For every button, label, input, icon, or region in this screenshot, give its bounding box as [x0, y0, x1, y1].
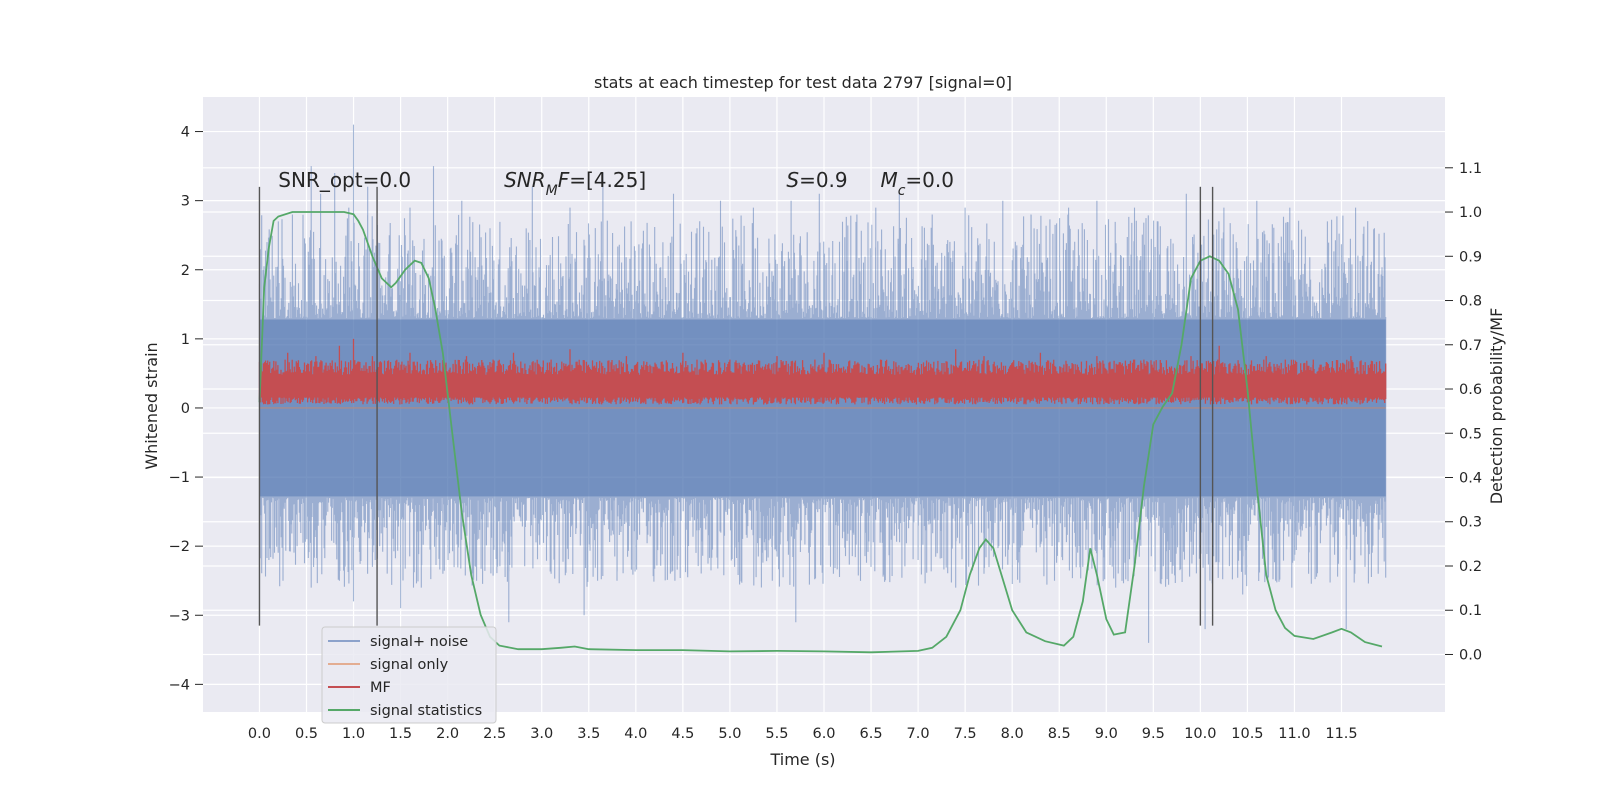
annotation: Mc=0.0 — [880, 168, 954, 199]
y-tick-label: 2 — [181, 263, 190, 279]
mf-band — [259, 376, 1386, 398]
legend-label: signal+ noise — [370, 634, 468, 650]
x-tick-label: 11.5 — [1325, 726, 1357, 742]
x-tick-label: 7.5 — [954, 726, 977, 742]
annotation: SNR_opt=0.0 — [278, 168, 411, 192]
y2-tick-label: 0.4 — [1459, 471, 1482, 487]
x-tick-label: 10.0 — [1184, 726, 1216, 742]
annotation: SNRMF=[4.25] — [504, 168, 646, 199]
y2-tick-label: 0.9 — [1459, 249, 1482, 265]
legend-label: signal statistics — [370, 703, 482, 719]
x-tick-label: 0.5 — [295, 726, 318, 742]
x-tick-label: 9.0 — [1095, 726, 1118, 742]
x-tick-label: 2.5 — [483, 726, 506, 742]
x-tick-label: 9.5 — [1142, 726, 1165, 742]
x-tick-label: 0.0 — [248, 726, 271, 742]
y2-tick-label: 0.0 — [1459, 647, 1482, 663]
chart-title: stats at each timestep for test data 279… — [594, 73, 1012, 92]
x-tick-label: 3.5 — [577, 726, 600, 742]
x-tick-label: 4.0 — [624, 726, 647, 742]
y-tick-label: −3 — [169, 608, 190, 624]
x-tick-label: 6.5 — [860, 726, 883, 742]
y2-tick-label: 0.2 — [1459, 559, 1482, 575]
y2-tick-label: 1.0 — [1459, 205, 1482, 221]
y2-tick-label: 1.1 — [1459, 161, 1482, 177]
x-tick-label: 6.0 — [812, 726, 835, 742]
legend-label: MF — [370, 680, 391, 696]
vertical-markers — [258, 186, 1214, 626]
y-tick-label: 0 — [181, 401, 190, 417]
y2-tick-label: 0.1 — [1459, 603, 1482, 619]
y-tick-label: 1 — [181, 332, 190, 348]
series-signal-statistics — [258, 211, 1383, 654]
y-tick-label: 4 — [181, 125, 190, 141]
x-tick-label: 1.5 — [389, 726, 412, 742]
x-tick-label: 1.0 — [342, 726, 365, 742]
y2-axis-label: Detection probability/MF — [1487, 308, 1506, 505]
ticks: 0.0 0.5 1.0 1.5 2.0 2.5 3.0 3.5 4.0 4.5 5.0 5.5 6.0 6… — [169, 125, 1482, 742]
y-axis-label: Whitened strain — [142, 342, 161, 469]
x-axis-label: Time (s) — [769, 750, 835, 769]
legend-label: signal only — [370, 657, 449, 673]
y-tick-label: −2 — [169, 539, 190, 555]
x-tick-label: 5.0 — [718, 726, 741, 742]
y2-tick-label: 0.6 — [1459, 382, 1482, 398]
annotations: SNR_opt=0.0 SNRMF=[4.25] S=0.9 Mc=0.0 — [278, 168, 954, 199]
y-tick-label: −1 — [169, 470, 190, 486]
x-tick-label: 8.5 — [1048, 726, 1071, 742]
annotation: S=0.9 — [786, 168, 847, 192]
x-tick-label: 3.0 — [530, 726, 553, 742]
y2-tick-label: 0.5 — [1459, 426, 1482, 442]
y2-tick-label: 0.7 — [1459, 338, 1482, 354]
x-tick-label: 8.0 — [1001, 726, 1024, 742]
legend: signal+ noise signal only MF signal statist… — [321, 626, 497, 724]
x-tick-label: 7.0 — [907, 726, 930, 742]
x-tick-label: 10.5 — [1231, 726, 1263, 742]
y-tick-label: 3 — [181, 194, 190, 210]
x-tick-label: 4.5 — [671, 726, 694, 742]
y-tick-label: −4 — [169, 677, 190, 693]
y2-tick-label: 0.3 — [1459, 515, 1482, 531]
x-tick-label: 5.5 — [765, 726, 788, 742]
x-tick-label: 11.0 — [1278, 726, 1310, 742]
y2-tick-label: 0.8 — [1459, 294, 1482, 310]
series-layer — [258, 124, 1387, 654]
legend-box — [321, 626, 497, 724]
x-tick-label: 2.0 — [436, 726, 459, 742]
